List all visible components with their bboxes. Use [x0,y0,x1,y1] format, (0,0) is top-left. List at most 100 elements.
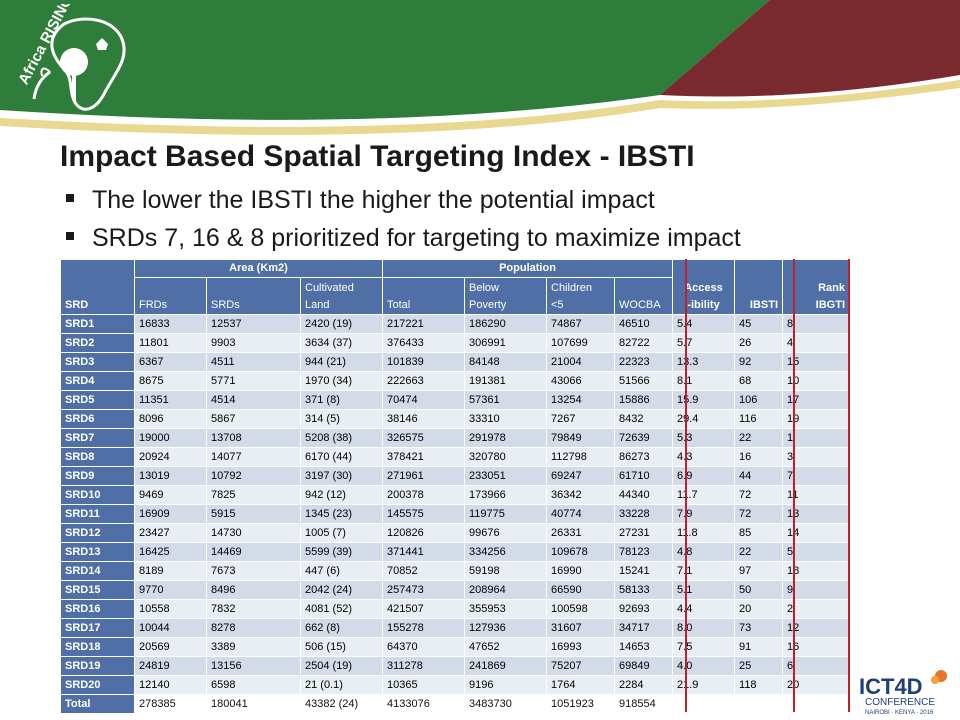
table-cell: 43382 (24) [300,694,383,714]
table-cell: 16833 [134,314,207,334]
table-cell: 72 [734,485,784,505]
table-cell: 1005 (7) [300,523,383,543]
table-cell: 7.9 [672,504,736,524]
table-cell: 257473 [382,580,465,600]
table-cell: 241869 [464,656,547,676]
row-label-cell: SRD14 [60,561,135,581]
row-label-cell: SRD8 [60,447,135,467]
table-cell: 5915 [206,504,301,524]
table-cell: 66590 [546,580,615,600]
table-cell: 200378 [382,485,465,505]
table-cell: 72639 [613,428,674,448]
table-cell: 29.4 [672,409,736,429]
table-cell: 1051923 [546,694,615,714]
row-label-cell: SRD7 [60,428,135,448]
table-cell: 14077 [206,447,301,467]
row-label-cell: SRD6 [60,409,135,429]
table-cell: 4 [782,333,851,353]
table-cell: 20 [782,675,851,695]
table-cell: 26 [734,333,784,353]
table-cell: 31607 [546,618,615,638]
table-cell: 421507 [382,599,465,619]
highlight-line-right [848,259,850,712]
table-cell: 82722 [613,333,674,353]
table-cell: 61710 [613,466,674,486]
table-cell: 180041 [206,694,301,714]
table-cell: 20569 [134,637,207,657]
table-cell: 70852 [382,561,465,581]
table-cell: 4511 [206,352,301,372]
table-cell: 7832 [206,599,301,619]
table-cell: 1 [782,428,851,448]
table-cell: 92693 [613,599,674,619]
table-cell: 9469 [134,485,207,505]
table-cell: 326575 [382,428,465,448]
table-cell: 24819 [134,656,207,676]
table-cell: 4514 [206,390,301,410]
table-cell: 5.1 [672,580,736,600]
row-label-cell: SRD2 [60,333,135,353]
table-cell: 4.8 [672,542,736,562]
table-cell: 92 [734,352,784,372]
table-row: SRD14 8189 7673 447 (6) 70852 59198 16990 15241… [60,561,851,581]
table-cell: 74867 [546,314,615,334]
row-label-cell: SRD11 [60,504,135,524]
table-cell: 21004 [546,352,615,372]
table-cell: 12140 [134,675,207,695]
table-row: SRD3 6367 4511 944 (21) 101839 84148 21004 2232… [60,352,851,372]
table-cell: 8496 [206,580,301,600]
bullet-text: SRDs 7, 16 & 8 prioritized for targeting… [92,224,741,252]
bullet-square-icon [66,232,74,241]
table-cell: 57361 [464,390,547,410]
table-cell: 191381 [464,371,547,391]
table-cell: 2504 (19) [300,656,383,676]
table-row: SRD5 11351 4514 371 (8) 70474 57361 13254 15886… [60,390,851,410]
table-cell: 278385 [134,694,207,714]
table-row: SRD18 20569 3389 506 (15) 64370 47652 16993 146… [60,637,851,657]
table-row: SRD20 12140 6598 21 (0.1) 10365 9196 1764 2284 2… [60,675,851,695]
table-row: SRD15 9770 8496 2042 (24) 257473 208964 66590 5… [60,580,851,600]
table-cell: 7.5 [672,637,736,657]
table-cell: 13254 [546,390,615,410]
table-cell: 20924 [134,447,207,467]
table-cell: 10365 [382,675,465,695]
table-cell: 46510 [613,314,674,334]
table-cell: 73 [734,618,784,638]
table-cell: 378421 [382,447,465,467]
col-header-below-poverty: Below Poverty [464,277,547,315]
table-cell: 10792 [206,466,301,486]
ict4d-conference-logo: ICT4D CONFERENCE NAIROBI · KENYA · 2016 [859,670,947,716]
table-cell: 5771 [206,371,301,391]
table-cell: 70474 [382,390,465,410]
table-cell: 7 [782,466,851,486]
col-header-frds: FRDs [134,277,207,315]
group-header-population: Population [381,259,674,278]
table-cell: 118 [734,675,784,695]
table-cell: 15.9 [672,390,736,410]
table-cell: 8189 [134,561,207,581]
table-cell: 84148 [464,352,547,372]
table-cell: 14730 [206,523,301,543]
table-cell: 78123 [613,542,674,562]
table-cell: 64370 [382,637,465,657]
highlight-line-middle [793,259,795,712]
table-cell: 3197 (30) [300,466,383,486]
table-cell: 942 (12) [300,485,383,505]
col-header-total: Total [382,277,465,315]
table-cell: 1764 [546,675,615,695]
table-cell: 22 [734,542,784,562]
table-cell: 14653 [613,637,674,657]
table-row: SRD2 11801 9903 3634 (37) 376433 306991 107699… [60,333,851,353]
table-cell: 7673 [206,561,301,581]
table-cell: 21.9 [672,675,736,695]
table-cell: 8675 [134,371,207,391]
table-cell: 4.3 [672,447,736,467]
table-cell: 109678 [546,542,615,562]
table-cell: 10558 [134,599,207,619]
table-row: SRD19 24819 13156 2504 (19) 311278 241869 7520… [60,656,851,676]
table-cell: 58133 [613,580,674,600]
table-cell: 918554 [613,694,674,714]
table-cell: 38146 [382,409,465,429]
row-label-cell: SRD12 [60,523,135,543]
table-cell: 33310 [464,409,547,429]
